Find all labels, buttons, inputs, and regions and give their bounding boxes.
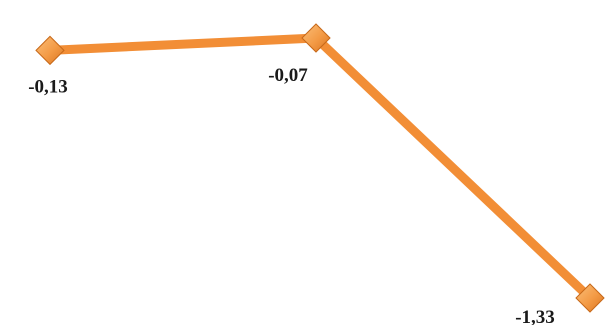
data-label-2: -0,07 bbox=[268, 65, 308, 86]
label-layer: -0,13 -0,07 -1,33 bbox=[28, 65, 555, 325]
marker-layer bbox=[35, 23, 605, 313]
data-point-1 bbox=[35, 35, 65, 66]
series-layer bbox=[45, 33, 595, 303]
data-label-1: -0,13 bbox=[28, 76, 68, 97]
data-point-2 bbox=[301, 23, 331, 53]
data-label-3: -1,33 bbox=[515, 307, 555, 325]
series-line bbox=[45, 33, 595, 303]
data-point-3 bbox=[575, 283, 605, 313]
